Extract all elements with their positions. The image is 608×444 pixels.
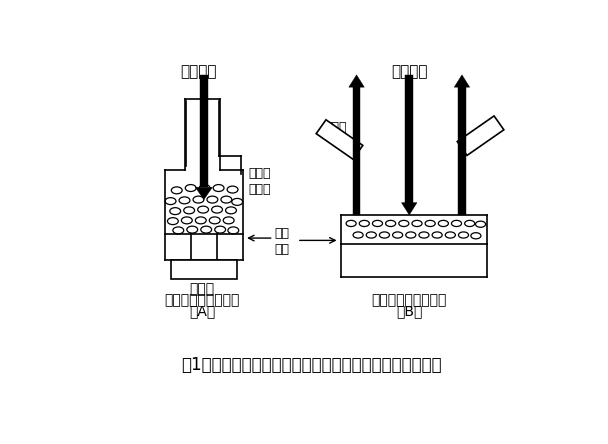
Text: （A）: （A） [189, 304, 215, 318]
Polygon shape [349, 75, 364, 87]
Polygon shape [316, 120, 363, 159]
Polygon shape [195, 187, 212, 200]
Text: 検出器: 検出器 [325, 121, 347, 134]
Text: 検出器: 検出器 [190, 282, 215, 296]
Polygon shape [458, 87, 466, 215]
Text: 透過スペクトル測定: 透過スペクトル測定 [165, 293, 240, 308]
Text: 測定
試料: 測定 試料 [274, 227, 289, 256]
Bar [171, 260, 237, 279]
Text: 近赤外光: 近赤外光 [391, 64, 427, 79]
Polygon shape [353, 87, 361, 215]
Text: 光ファ
イバー: 光ファ イバー [249, 167, 271, 196]
Polygon shape [199, 75, 208, 187]
Polygon shape [406, 75, 413, 202]
Text: 図1　小麦・大豆全粒スペクトル測定用試料セルの模式図: 図1 小麦・大豆全粒スペクトル測定用試料セルの模式図 [181, 356, 442, 374]
Text: 反射スペクトル測定: 反射スペクトル測定 [371, 293, 447, 308]
Polygon shape [457, 116, 504, 155]
Text: （B）: （B） [396, 304, 423, 318]
Text: 近赤外光: 近赤外光 [180, 64, 216, 79]
Polygon shape [401, 202, 417, 215]
Polygon shape [454, 75, 470, 87]
